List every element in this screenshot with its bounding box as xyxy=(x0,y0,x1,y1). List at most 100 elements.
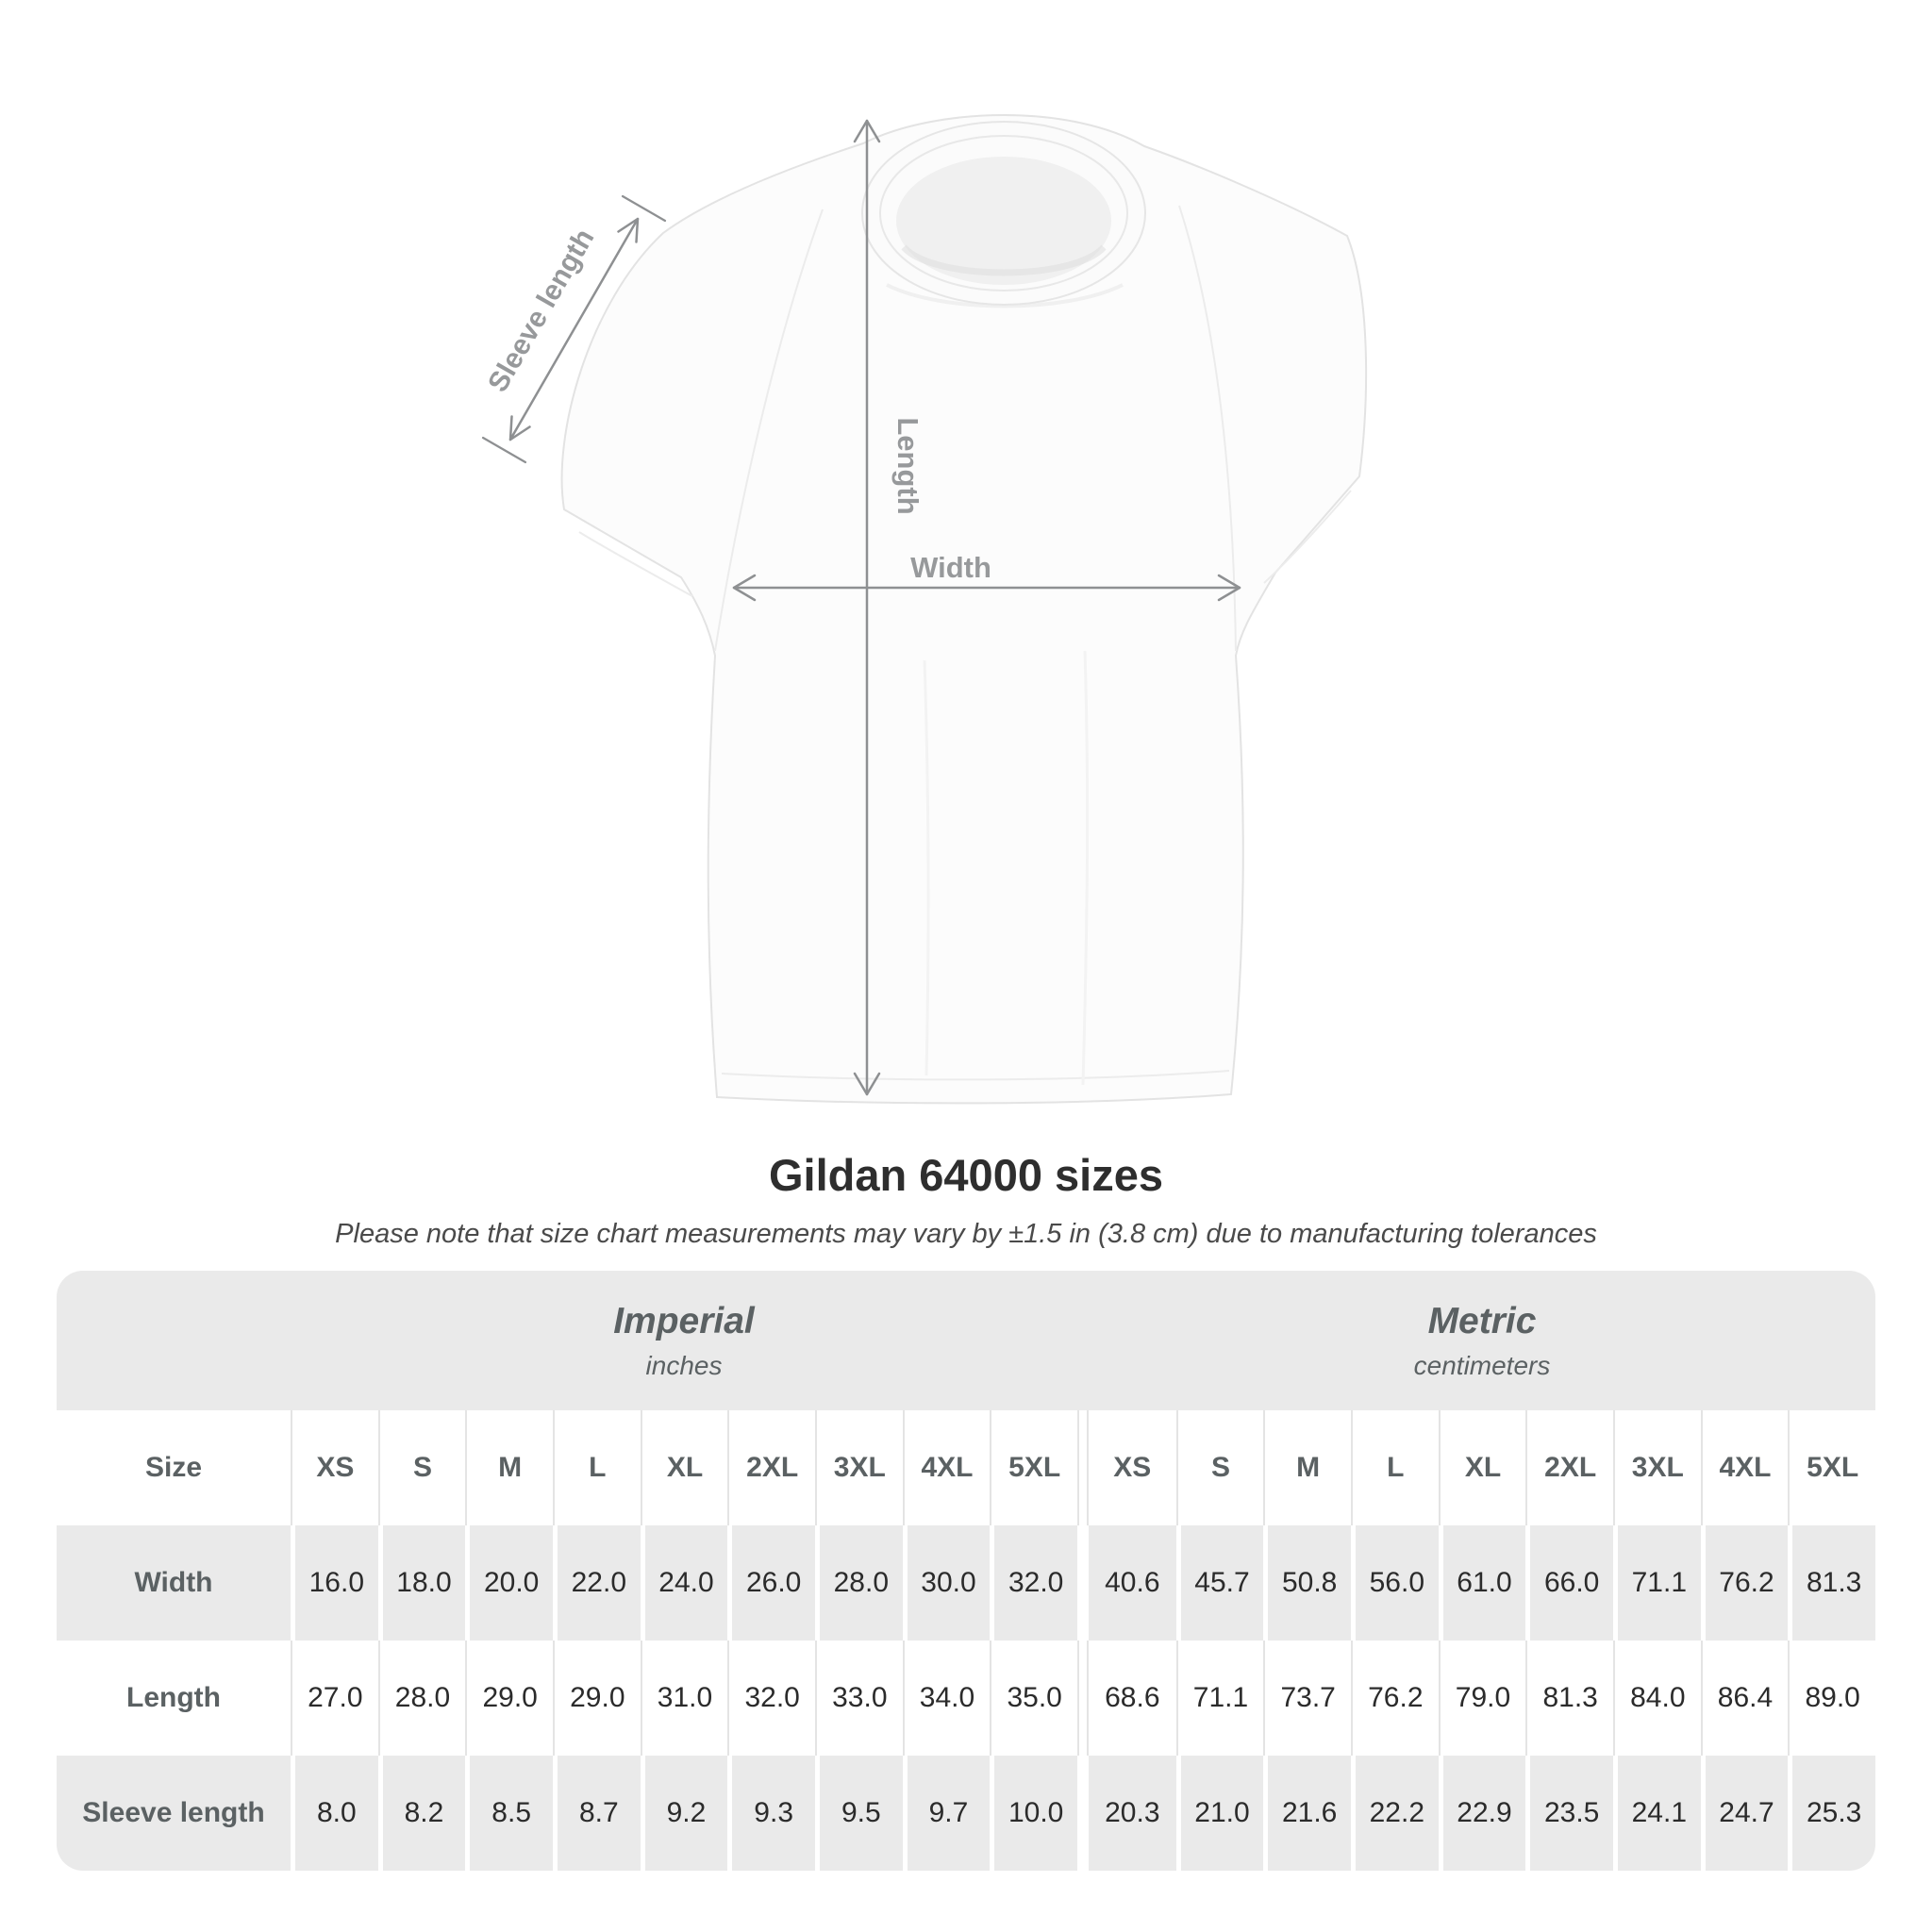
sleeve-metric-value: 24.1 xyxy=(1612,1756,1701,1871)
tshirt-collar xyxy=(861,121,1146,306)
sleeve-imperial-value: 9.7 xyxy=(902,1756,991,1871)
width-arrowhead-left xyxy=(732,574,757,602)
length-metric-value: 68.6 xyxy=(1105,1682,1160,1713)
sleeve-metric-value: 24.7 xyxy=(1700,1756,1789,1871)
size-col-header: 5XL xyxy=(990,1410,1077,1525)
width-imperial-value: 30.0 xyxy=(902,1525,991,1641)
length-imperial-value: 35.0 xyxy=(990,1641,1077,1756)
width-imperial-value: 28.0 xyxy=(814,1525,903,1641)
width-row: Width 16.0 18.0 20.0 22.0 24.0 26.0 28.0… xyxy=(57,1525,1875,1641)
width-arrowhead-right xyxy=(1217,574,1241,602)
width-metric-value: 56.0 xyxy=(1350,1525,1439,1641)
sleeve-arrowhead-top xyxy=(617,217,640,243)
sleeve-imperial-value: 9.2 xyxy=(640,1756,728,1871)
length-imperial-value: 29.0 xyxy=(465,1641,553,1756)
length-metric-value: 86.4 xyxy=(1700,1641,1789,1756)
length-metric-value: 89.0 xyxy=(1788,1641,1875,1756)
imperial-title: Imperial xyxy=(613,1300,755,1341)
width-metric-value: 76.2 xyxy=(1700,1525,1789,1641)
row-label-length: Length xyxy=(126,1682,221,1713)
size-col-header: 2XL xyxy=(1525,1410,1613,1525)
length-metric-value: 79.0 xyxy=(1438,1641,1526,1756)
size-col-header: XS xyxy=(1113,1452,1152,1483)
size-col-header: XS xyxy=(291,1410,378,1525)
imperial-header: Imperial inches xyxy=(291,1271,1077,1410)
sleeve-length-row: Sleeve length 8.0 8.2 8.5 8.7 9.2 9.3 9.… xyxy=(57,1756,1875,1871)
width-metric-value: 45.7 xyxy=(1175,1525,1264,1641)
size-header-row: Size XS S M L XL 2XL 3XL 4XL 5XL XS S M … xyxy=(57,1410,1875,1525)
size-col-header: L xyxy=(1350,1410,1439,1525)
metric-header: Metric centimeters xyxy=(1089,1271,1875,1410)
size-col-header: 2XL xyxy=(727,1410,815,1525)
tshirt-measurement-diagram: Sleeve length Length Width xyxy=(481,113,1368,1105)
width-imperial-value: 16.0 xyxy=(291,1525,378,1641)
page-title: Gildan 64000 sizes xyxy=(768,1150,1164,1200)
size-col-header: 5XL xyxy=(1788,1410,1875,1525)
size-col-header: XL xyxy=(640,1410,728,1525)
length-metric-value: 73.7 xyxy=(1263,1641,1351,1756)
length-imperial-value: 34.0 xyxy=(902,1641,991,1756)
width-imperial-value: 26.0 xyxy=(727,1525,815,1641)
sleeve-imperial-value: 10.0 xyxy=(990,1756,1077,1871)
sleeve-imperial-value: 9.5 xyxy=(814,1756,903,1871)
length-label: Length xyxy=(891,417,924,514)
sleeve-metric-value: 23.5 xyxy=(1525,1756,1613,1871)
sleeve-imperial-value: 8.0 xyxy=(291,1756,378,1871)
length-metric-value: 76.2 xyxy=(1350,1641,1439,1756)
sleeve-arrowhead-bottom xyxy=(508,415,531,441)
imperial-unit: inches xyxy=(645,1350,723,1380)
sleeve-imperial-value: 9.3 xyxy=(727,1756,815,1871)
row-label-width: Width xyxy=(134,1567,213,1598)
size-col-header: 4XL xyxy=(902,1410,991,1525)
sleeve-metric-value: 25.3 xyxy=(1788,1756,1875,1871)
width-metric-value: 40.6 xyxy=(1105,1567,1160,1598)
sleeve-imperial-value: 8.7 xyxy=(552,1756,641,1871)
metric-unit: centimeters xyxy=(1413,1350,1551,1380)
metric-title: Metric xyxy=(1427,1300,1537,1341)
length-imperial-value: 29.0 xyxy=(552,1641,641,1756)
tolerance-note: Please note that size chart measurements… xyxy=(335,1219,1597,1249)
length-row: Length 27.0 28.0 29.0 29.0 31.0 32.0 33.… xyxy=(57,1641,1875,1756)
sleeve-metric-value: 21.0 xyxy=(1175,1756,1264,1871)
size-table: Imperial inches Metric centimeters Size … xyxy=(57,1271,1875,1871)
width-metric-value: 61.0 xyxy=(1438,1525,1526,1641)
length-imperial-value: 28.0 xyxy=(377,1641,466,1756)
size-row-label: Size xyxy=(144,1452,203,1483)
sleeve-metric-value: 22.9 xyxy=(1438,1756,1526,1871)
sleeve-end-tick-bottom xyxy=(481,436,527,464)
column-divider xyxy=(1076,1756,1089,1871)
width-imperial-value: 24.0 xyxy=(640,1525,728,1641)
length-imperial-value: 27.0 xyxy=(291,1641,378,1756)
size-col-header: S xyxy=(377,1410,466,1525)
sleeve-metric-value: 21.6 xyxy=(1263,1756,1351,1871)
sleeve-imperial-value: 8.2 xyxy=(377,1756,466,1871)
width-imperial-value: 22.0 xyxy=(552,1525,641,1641)
column-divider xyxy=(1076,1410,1089,1525)
length-arrowhead-bottom xyxy=(853,1072,881,1096)
width-imperial-value: 20.0 xyxy=(465,1525,553,1641)
width-metric-value: 81.3 xyxy=(1788,1525,1875,1641)
sleeve-metric-value: 22.2 xyxy=(1350,1756,1439,1871)
measurement-arrows xyxy=(481,119,1241,1096)
width-imperial-value: 32.0 xyxy=(990,1525,1077,1641)
width-label: Width xyxy=(910,551,991,584)
size-col-header: L xyxy=(552,1410,641,1525)
sleeve-metric-value: 20.3 xyxy=(1105,1797,1160,1828)
size-col-header: S xyxy=(1175,1410,1264,1525)
row-label-sleeve-length: Sleeve length xyxy=(82,1797,265,1828)
unit-header-row: Imperial inches Metric centimeters xyxy=(57,1271,1875,1410)
size-col-header: 4XL xyxy=(1700,1410,1789,1525)
width-metric-value: 66.0 xyxy=(1525,1525,1613,1641)
size-col-header: XL xyxy=(1438,1410,1526,1525)
length-metric-value: 84.0 xyxy=(1612,1641,1701,1756)
length-metric-value: 81.3 xyxy=(1525,1641,1613,1756)
width-imperial-value: 18.0 xyxy=(377,1525,466,1641)
header-divider xyxy=(1077,1271,1089,1410)
length-metric-value: 71.1 xyxy=(1175,1641,1264,1756)
width-metric-value: 71.1 xyxy=(1612,1525,1701,1641)
length-imperial-value: 32.0 xyxy=(727,1641,815,1756)
length-arrowhead-top xyxy=(853,119,881,143)
size-col-header: M xyxy=(1263,1410,1351,1525)
tshirt-silhouette xyxy=(560,113,1368,1105)
